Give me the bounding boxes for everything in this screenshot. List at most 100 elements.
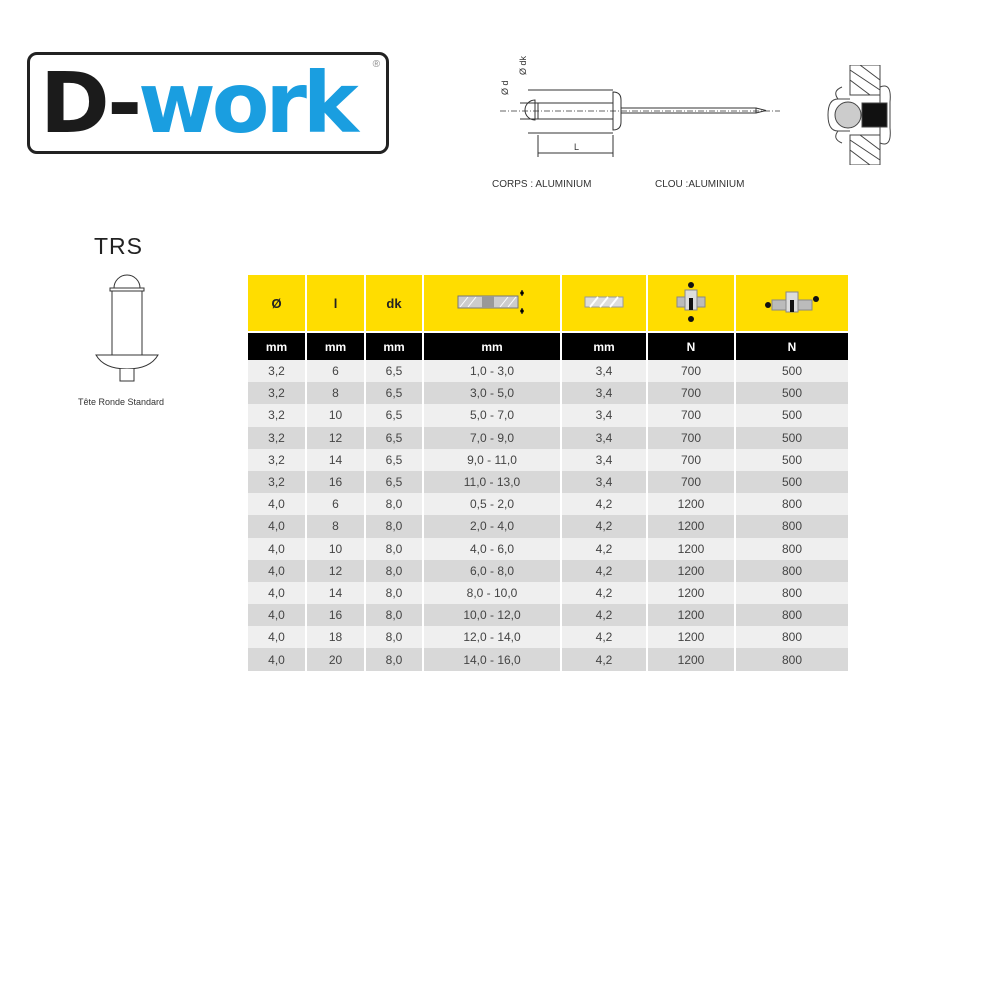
table-cell: 500 <box>735 360 850 383</box>
unit-cell: N <box>735 331 850 360</box>
head-type-caption: Tête Ronde Standard <box>78 397 165 407</box>
column-header-0: Ø <box>248 275 307 332</box>
label-L: L <box>574 142 579 152</box>
table-row: 4,0 12 8,0 6,0 - 8,0 4,2 1200 800 <box>248 559 850 582</box>
table-cell: 4,2 <box>561 493 648 516</box>
table-cell: 1200 <box>647 648 736 671</box>
body-material: CORPS : ALUMINIUM <box>492 179 592 190</box>
label-dk: Ø dk <box>518 55 528 75</box>
table-cell: 800 <box>735 648 850 671</box>
registered-mark: ® <box>372 59 380 70</box>
rivet-installed-section-icon <box>827 65 891 165</box>
table-cell: 8,0 <box>365 493 424 516</box>
table-cell: 1,0 - 3,0 <box>423 360 562 383</box>
table-cell: 4,0 <box>248 515 307 538</box>
table-cell: 4,2 <box>561 648 648 671</box>
table-cell: 500 <box>735 382 850 405</box>
table-row: 4,0 6 8,0 0,5 - 2,0 4,2 1200 800 <box>248 493 850 516</box>
table-cell: 800 <box>735 493 850 516</box>
table-cell: 800 <box>735 581 850 605</box>
table-cell: 8,0 <box>365 559 424 582</box>
logo-wordmark: D-work <box>40 54 359 152</box>
table-cell: 4,0 <box>248 537 307 560</box>
table-cell: 8,0 <box>365 515 424 538</box>
grip-range-icon <box>456 289 528 318</box>
table-cell: 12 <box>306 559 366 582</box>
table-row: 3,2 14 6,5 9,0 - 11,0 3,4 700 500 <box>248 448 850 471</box>
table-cell: 800 <box>735 559 850 582</box>
table-cell: 12,0 - 14,0 <box>423 626 562 649</box>
table-cell: 4,2 <box>561 626 648 649</box>
table-cell: 8,0 - 10,0 <box>423 581 562 605</box>
table-cell: 500 <box>735 448 850 471</box>
table-cell: 14 <box>306 448 366 471</box>
table-cell: 1200 <box>647 626 736 649</box>
table-cell: 1200 <box>647 537 736 560</box>
table-cell: 8,0 <box>365 648 424 671</box>
table-cell: 700 <box>647 448 736 471</box>
table-cell: 800 <box>735 515 850 538</box>
unit-cell: mm <box>365 331 424 360</box>
table-cell: 4,2 <box>561 537 648 560</box>
table-row: 3,2 16 6,5 11,0 - 13,0 3,4 700 500 <box>248 470 850 494</box>
unit-cell: mm <box>248 331 307 360</box>
table-cell: 10 <box>306 404 366 427</box>
drill-bit-icon <box>584 295 624 312</box>
table-cell: 6,5 <box>365 448 424 471</box>
table-cell: 1200 <box>647 559 736 582</box>
table-cell: 1200 <box>647 581 736 605</box>
unit-cell: mm <box>306 331 366 360</box>
head-type-code: TRS <box>94 233 143 259</box>
table-row: 3,2 8 6,5 3,0 - 5,0 3,4 700 500 <box>248 382 850 405</box>
table-cell: 1200 <box>647 604 736 627</box>
table-row: 3,2 6 6,5 1,0 - 3,0 3,4 700 500 <box>248 360 850 383</box>
table-cell: 1200 <box>647 515 736 538</box>
brand-logo: D-work ® <box>27 52 389 154</box>
table-cell: 10 <box>306 537 366 560</box>
table-cell: 2,0 - 4,0 <box>423 515 562 538</box>
table-cell: 20 <box>306 648 366 671</box>
table-cell: 3,4 <box>561 360 648 383</box>
table-cell: 4,0 <box>248 604 307 627</box>
column-header-6 <box>735 275 850 332</box>
table-cell: 3,2 <box>248 426 307 449</box>
table-cell: 4,2 <box>561 604 648 627</box>
table-cell: 4,0 <box>248 493 307 516</box>
column-header-1: l <box>306 275 366 332</box>
table-cell: 11,0 - 13,0 <box>423 470 562 494</box>
table-cell: 800 <box>735 537 850 560</box>
tensile-force-icon <box>671 281 711 327</box>
table-cell: 4,0 <box>248 559 307 582</box>
table-cell: 700 <box>647 426 736 449</box>
table-cell: 6 <box>306 493 366 516</box>
table-cell: 18 <box>306 626 366 649</box>
unit-cell: N <box>647 331 736 360</box>
table-cell: 6,0 - 8,0 <box>423 559 562 582</box>
round-head-rivet-icon <box>95 274 159 382</box>
table-cell: 3,2 <box>248 448 307 471</box>
table-cell: 3,2 <box>248 382 307 405</box>
mandrel-material: CLOU :ALUMINIUM <box>655 179 745 190</box>
table-cell: 500 <box>735 426 850 449</box>
unit-row: mm mm mm mm mm N N <box>248 331 850 360</box>
table-cell: 700 <box>647 360 736 383</box>
table-cell: 6,5 <box>365 470 424 494</box>
table-cell: 6,5 <box>365 382 424 405</box>
table-cell: 800 <box>735 604 850 627</box>
table-row: 4,0 10 8,0 4,0 - 6,0 4,2 1200 800 <box>248 537 850 560</box>
table-cell: 6 <box>306 360 366 383</box>
table-cell: 3,4 <box>561 382 648 405</box>
table-cell: 500 <box>735 404 850 427</box>
table-row: 4,0 16 8,0 10,0 - 12,0 4,2 1200 800 <box>248 604 850 627</box>
table-cell: 16 <box>306 604 366 627</box>
table-cell: 12 <box>306 426 366 449</box>
table-cell: 700 <box>647 404 736 427</box>
table-cell: 700 <box>647 382 736 405</box>
table-cell: 3,4 <box>561 426 648 449</box>
table-row: 4,0 20 8,0 14,0 - 16,0 4,2 1200 800 <box>248 648 850 671</box>
table-cell: 1200 <box>647 493 736 516</box>
table-cell: 14 <box>306 581 366 605</box>
table-row: 3,2 12 6,5 7,0 - 9,0 3,4 700 500 <box>248 426 850 449</box>
